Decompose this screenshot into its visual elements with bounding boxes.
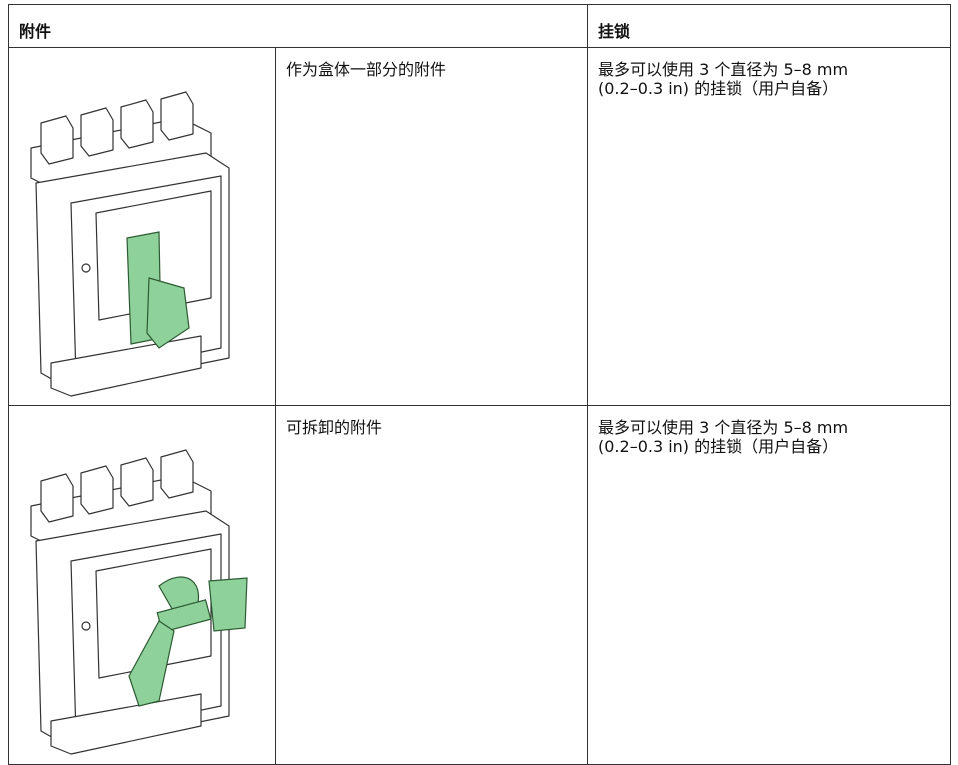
header-text: 挂锁 — [598, 22, 631, 41]
padlock-line: 最多可以使用 3 个直径为 5–8 mm — [598, 60, 849, 79]
breaker-image — [30, 449, 248, 755]
header-text: 附件 — [19, 22, 52, 41]
header-cell: 挂锁 — [587, 4, 951, 48]
description-cell: 作为盒体一部分的附件 — [275, 47, 588, 406]
padlock-line: (0.2–0.3 in) 的挂锁（用户自备） — [598, 437, 839, 456]
padlock-cell: 最多可以使用 3 个直径为 5–8 mm (0.2–0.3 in) 的挂锁（用户… — [587, 405, 951, 765]
accessory-text: 作为盒体一部分的附件 — [286, 60, 447, 79]
accessory-text: 可拆卸的附件 — [286, 418, 383, 437]
image-cell — [8, 405, 276, 765]
breaker-image — [30, 91, 230, 397]
header-cell: 附件 — [8, 4, 588, 48]
padlock-line: 最多可以使用 3 个直径为 5–8 mm — [598, 418, 849, 437]
padlock-cell: 最多可以使用 3 个直径为 5–8 mm (0.2–0.3 in) 的挂锁（用户… — [587, 47, 951, 406]
description-cell: 可拆卸的附件 — [275, 405, 588, 765]
image-cell — [8, 47, 276, 406]
padlock-line: (0.2–0.3 in) 的挂锁（用户自备） — [598, 79, 839, 98]
